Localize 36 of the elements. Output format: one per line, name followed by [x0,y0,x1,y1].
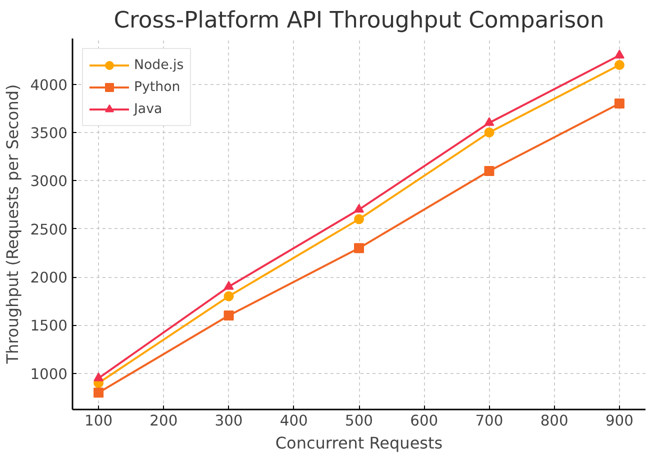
point [224,291,234,302]
point [484,117,494,126]
y-tick-label: 1000 [30,366,68,383]
legend-label: Python [134,80,180,94]
x-tick-label: 800 [540,412,568,430]
x-tick-label: 300 [214,412,243,430]
point [614,50,624,58]
x-tick-label: 200 [150,412,178,430]
point [224,280,234,290]
point [614,98,624,109]
legend-label: Node.js [134,58,184,72]
y-tick-label: 3500 [30,124,68,142]
y-tick-label: 4000 [30,76,68,94]
y-tick-label: 2500 [30,221,68,238]
x-tick-label: 500 [345,412,373,430]
legend-label: Java [134,102,162,116]
y-axis-title: Throughput (Requests per Second) [3,84,22,365]
y-tick-label: 3000 [30,173,68,190]
point [354,214,364,224]
x-tick-label: 100 [84,412,113,430]
x-tick-label: 700 [475,412,504,430]
point [94,388,104,398]
x-tick-label: 900 [605,412,634,430]
point [484,127,494,138]
point [484,166,494,176]
point [94,372,104,382]
x-tick-label: 600 [410,412,438,430]
point [614,60,624,70]
chart-title: Cross-Platform API Throughput Comparison [114,8,604,34]
y-tick-label: 1500 [30,318,68,335]
x-axis-title: Concurrent Requests [275,434,443,452]
x-tick-label: 400 [280,412,308,430]
point [224,310,234,321]
point [354,204,364,213]
point [354,243,364,254]
y-tick-label: 2000 [30,270,68,286]
